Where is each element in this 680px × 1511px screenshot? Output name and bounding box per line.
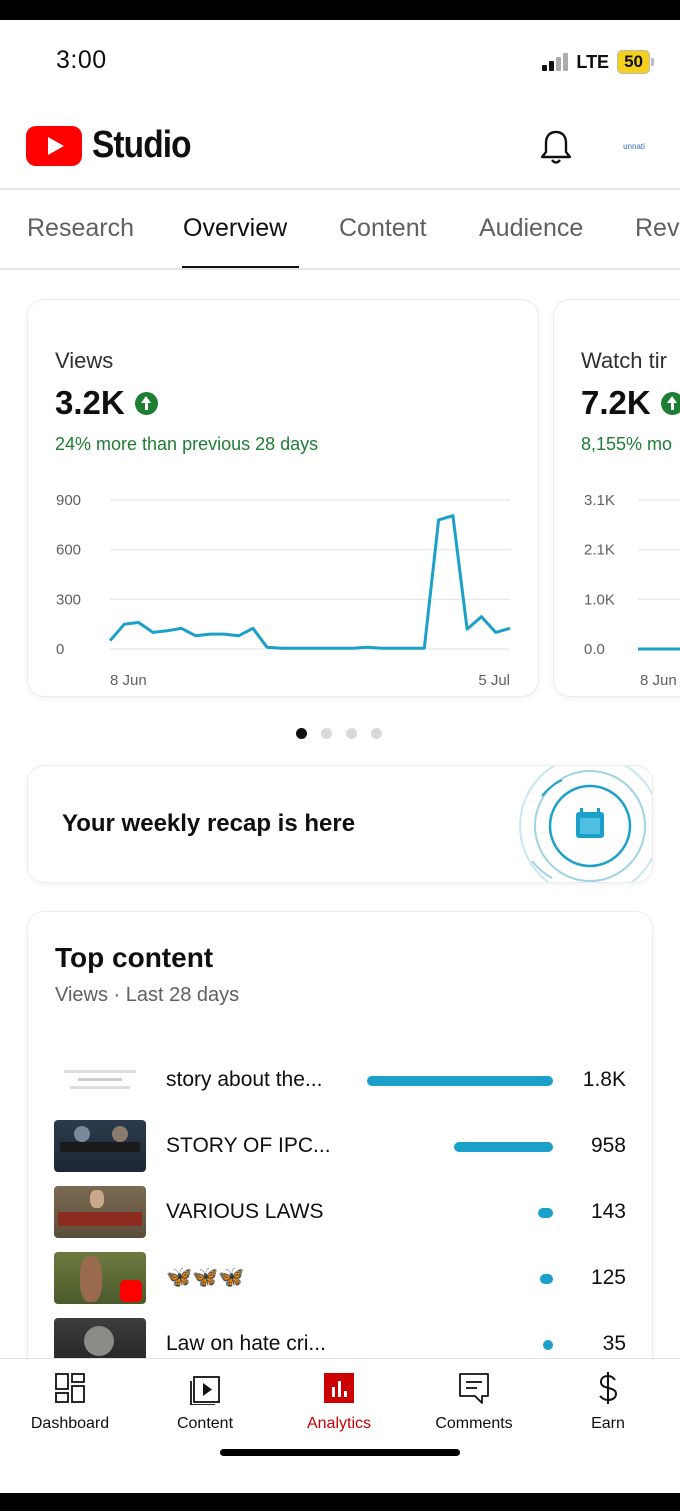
video-title: Law on hate cri... bbox=[166, 1332, 326, 1355]
tab-revenue[interactable]: Rev bbox=[635, 214, 680, 242]
y-tick-label: 3.1K bbox=[584, 492, 615, 509]
notifications-bell-icon[interactable] bbox=[538, 128, 574, 166]
y-tick-label: 600 bbox=[56, 542, 81, 559]
carousel-dot[interactable] bbox=[321, 728, 332, 739]
top-content-row[interactable]: VARIOUS LAWS 143 bbox=[28, 1186, 652, 1240]
signal-icon bbox=[542, 53, 569, 71]
youtube-play-icon bbox=[26, 125, 82, 166]
video-title: story about the... bbox=[166, 1068, 323, 1091]
views-bar bbox=[538, 1208, 553, 1218]
channel-avatar[interactable]: unnati bbox=[623, 141, 645, 151]
video-views: 35 bbox=[602, 1332, 626, 1355]
nav-label: Analytics bbox=[306, 1415, 372, 1432]
trend-up-icon bbox=[134, 391, 158, 415]
video-thumbnail bbox=[54, 1186, 146, 1238]
nav-content[interactable]: Content bbox=[145, 1371, 265, 1433]
video-title: 🦋🦋🦋 bbox=[166, 1266, 245, 1289]
tab-content[interactable]: Content bbox=[339, 214, 427, 242]
calendar-recap-icon bbox=[519, 766, 652, 882]
metric-value-text: 3.2K bbox=[55, 384, 125, 421]
video-thumbnail bbox=[54, 1252, 146, 1304]
analytics-icon bbox=[324, 1373, 354, 1403]
top-content-subtitle: Views · Last 28 days bbox=[55, 984, 240, 1006]
metric-value: 3.2K bbox=[55, 384, 158, 422]
video-title: VARIOUS LAWS bbox=[166, 1200, 324, 1223]
nav-label: Dashboard bbox=[30, 1415, 110, 1432]
top-content-title: Top content bbox=[55, 942, 214, 973]
nav-dashboard[interactable]: Dashboard bbox=[10, 1371, 130, 1433]
battery-indicator: 50 bbox=[617, 50, 654, 74]
video-views: 143 bbox=[590, 1200, 626, 1223]
status-indicators: LTE 50 bbox=[542, 50, 654, 74]
tab-overview[interactable]: Overview bbox=[183, 214, 288, 242]
views-bar bbox=[543, 1340, 553, 1350]
top-content-card: Top content Views · Last 28 days story a… bbox=[28, 912, 652, 1382]
carousel-dot[interactable] bbox=[371, 728, 382, 739]
bottom-navigation: Dashboard Content Analytics bbox=[0, 1358, 680, 1493]
video-views: 1.8K bbox=[582, 1068, 626, 1091]
nav-analytics[interactable]: Analytics bbox=[279, 1371, 399, 1433]
x-tick-label: 8 Jun bbox=[110, 672, 147, 689]
top-content-row[interactable]: STORY OF IPC... 958 bbox=[28, 1120, 652, 1174]
y-tick-label: 1.0K bbox=[584, 591, 615, 608]
y-tick-label: 300 bbox=[56, 591, 81, 608]
video-thumbnail bbox=[54, 1054, 146, 1106]
views-bar bbox=[367, 1076, 553, 1086]
video-thumbnail bbox=[54, 1120, 146, 1172]
carousel-dot[interactable] bbox=[296, 728, 307, 739]
trend-up-icon bbox=[660, 391, 680, 415]
nav-label: Content bbox=[176, 1415, 234, 1432]
analytics-tabs: Research Overview Content Audience Rev bbox=[0, 192, 680, 270]
views-bar bbox=[540, 1274, 553, 1284]
top-content-row[interactable]: story about the... 1.8K bbox=[28, 1054, 652, 1108]
y-tick-label: 0 bbox=[56, 641, 64, 658]
views-bar bbox=[454, 1142, 553, 1152]
youtube-studio-logo[interactable]: Studio bbox=[26, 124, 204, 167]
x-tick-label: 5 Jul bbox=[478, 672, 510, 689]
network-type: LTE bbox=[576, 51, 610, 72]
y-tick-label: 0.0 bbox=[584, 641, 605, 658]
y-tick-label: 2.1K bbox=[584, 542, 615, 559]
tab-research[interactable]: Research bbox=[27, 214, 134, 242]
logo-text: Studio bbox=[92, 124, 192, 166]
views-line-chart: 900 600 300 0 8 Jun 5 Jul bbox=[56, 492, 511, 689]
views-metric-card[interactable]: Views 3.2K 24% more than previous 28 day… bbox=[28, 300, 538, 696]
nav-label: Comments bbox=[435, 1415, 513, 1432]
comments-icon bbox=[459, 1373, 489, 1404]
earn-icon bbox=[599, 1372, 618, 1404]
status-time: 3:00 bbox=[56, 46, 107, 74]
x-tick-label: 8 Jun bbox=[640, 672, 677, 689]
app-header: Studio unnati bbox=[0, 100, 680, 190]
metric-label: Watch tir bbox=[581, 348, 667, 373]
shorts-icon bbox=[120, 1280, 142, 1302]
metric-value: 7.2K bbox=[581, 384, 680, 422]
carousel-dot[interactable] bbox=[346, 728, 357, 739]
top-content-row[interactable]: 🦋🦋🦋 125 bbox=[28, 1252, 652, 1306]
tab-audience[interactable]: Audience bbox=[479, 214, 584, 242]
views-series-line bbox=[108, 514, 511, 650]
recap-text: Your weekly recap is here bbox=[62, 810, 356, 837]
video-views: 958 bbox=[590, 1134, 626, 1157]
nav-comments[interactable]: Comments bbox=[414, 1371, 534, 1433]
active-tab-indicator bbox=[182, 266, 299, 268]
dashboard-icon bbox=[55, 1373, 85, 1403]
nav-label: Earn bbox=[591, 1415, 625, 1432]
nav-earn[interactable]: Earn bbox=[548, 1371, 668, 1433]
metric-value-text: 7.2K bbox=[581, 384, 651, 421]
carousel-dots[interactable] bbox=[296, 728, 382, 739]
video-views: 125 bbox=[590, 1266, 626, 1289]
app-screen: 3:00 LTE 50 Studio unnati Research Overv… bbox=[0, 20, 680, 1493]
content-icon bbox=[190, 1376, 220, 1405]
metric-change: 8,155% mo bbox=[581, 434, 673, 454]
watch-time-line-chart: 3.1K 2.1K 1.0K 0.0 8 Jun bbox=[584, 492, 680, 689]
video-title: STORY OF IPC... bbox=[166, 1134, 331, 1157]
metric-change: 24% more than previous 28 days bbox=[55, 434, 319, 454]
home-indicator[interactable] bbox=[220, 1449, 460, 1456]
weekly-recap-card[interactable]: Your weekly recap is here bbox=[28, 766, 652, 882]
watch-time-metric-card[interactable]: Watch tir 7.2K 8,155% mo 3.1K 2.1K 1.0K 0.0… bbox=[554, 300, 680, 696]
y-tick-label: 900 bbox=[56, 492, 81, 509]
metric-label: Views bbox=[55, 348, 114, 373]
